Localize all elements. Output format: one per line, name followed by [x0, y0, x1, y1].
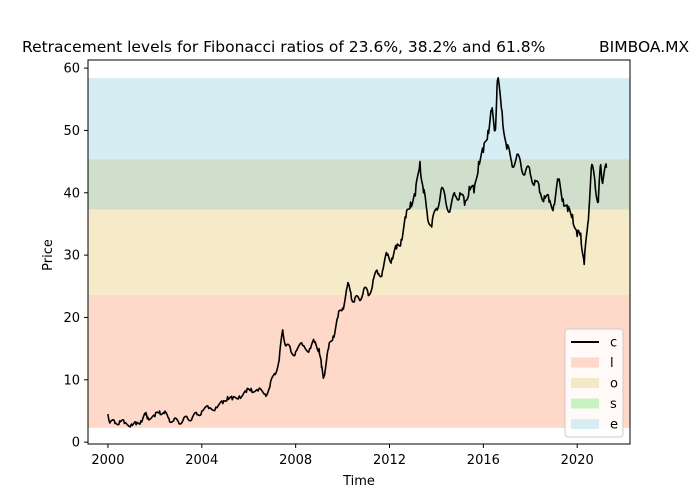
band-l	[88, 295, 630, 428]
axes	[87, 59, 631, 445]
legend-swatch-l	[571, 357, 599, 368]
chart-ticker: BIMBOA.MX	[599, 38, 689, 56]
y-tick-label-50: 50	[63, 124, 80, 139]
y-tick-label-40: 40	[63, 186, 80, 201]
x-tick-label-2000: 2000	[91, 453, 124, 468]
legend-label-c: c	[610, 336, 617, 351]
y-tick-label-60: 60	[63, 62, 80, 77]
x-tick-label-2012: 2012	[373, 453, 406, 468]
plot-frame	[87, 59, 631, 445]
legend-swatch-e	[571, 419, 599, 429]
x-tick-label-2016: 2016	[467, 453, 500, 468]
price-line-layer	[107, 77, 608, 428]
legend-label-l: l	[610, 356, 614, 371]
band-e	[88, 78, 630, 160]
y-axis-title: Price	[41, 239, 56, 271]
x-tick-label-2008: 2008	[279, 453, 312, 468]
legend-label-s: s	[610, 397, 617, 412]
y-tick-label-10: 10	[63, 373, 80, 388]
y-tick-label-20: 20	[63, 311, 80, 326]
tick-marks: 2000 2004 2008 2012 2016 2020 0 10 20 30 40 50 60	[63, 62, 593, 468]
band-s	[88, 209, 630, 296]
x-tick-label-2004: 2004	[185, 453, 218, 468]
y-tick-label-0: 0	[72, 436, 80, 451]
y-tick-label-30: 30	[63, 249, 80, 264]
series-line-c	[107, 77, 608, 428]
legend-label-e: e	[610, 418, 618, 433]
x-axis-title: Time	[342, 474, 375, 489]
legend-label-o: o	[610, 377, 618, 392]
legend-swatch-s	[571, 398, 599, 409]
chart-title: Retracement levels for Fibonacci ratios …	[22, 38, 545, 56]
fibonacci-bands	[88, 78, 630, 428]
legend-swatch-o	[571, 378, 599, 388]
x-tick-label-2020: 2020	[561, 453, 594, 468]
